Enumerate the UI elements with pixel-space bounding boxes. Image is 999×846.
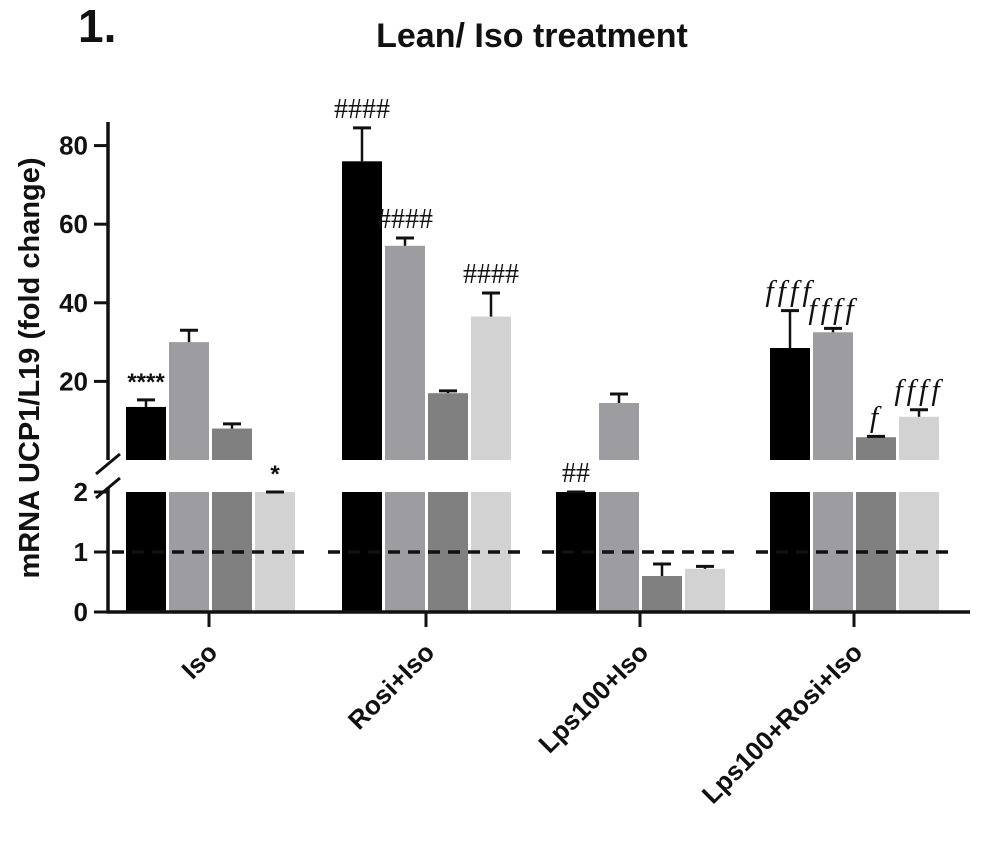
plot-area: ****######ffff####fffff*####ffff01220406…: [59, 94, 970, 809]
x-tick-label: Lps100+Rosi+Iso: [696, 637, 868, 809]
x-tick-label: Lps100+Iso: [532, 637, 654, 759]
x-tick-label: Iso: [175, 637, 223, 685]
axis-break-mark: [95, 452, 121, 476]
significance-annotation: ####: [377, 204, 433, 235]
bar-upper-lps100-iso-s2: [599, 403, 639, 460]
bar-upper-rosi-iso-s4: [471, 316, 511, 460]
bar-upper-lps100-rosi-iso-s2: [813, 332, 853, 460]
bar-upper-rosi-iso-s1: [342, 161, 382, 461]
y-tick-label: 2: [74, 477, 88, 507]
axis-break-mark: [95, 476, 121, 500]
y-tick-label: 0: [74, 597, 88, 627]
significance-annotation: ffff: [808, 292, 857, 325]
y-tick-label: 80: [59, 131, 88, 161]
y-tick-label: 20: [59, 366, 88, 396]
significance-annotation: ffff: [765, 275, 814, 308]
significance-annotation: ####: [463, 259, 519, 290]
significance-annotation: ####: [334, 94, 390, 125]
y-tick-label: 40: [59, 288, 88, 318]
bar-upper-rosi-iso-s2: [385, 245, 425, 460]
y-tick-label: 60: [59, 209, 88, 239]
x-tick-label: Rosi+Iso: [342, 637, 440, 735]
chart-title: Lean/ Iso treatment: [376, 17, 688, 55]
bar-upper-iso-s1: [126, 406, 166, 460]
significance-annotation: ****: [127, 369, 165, 396]
bar-lps100-iso-s4: [685, 568, 725, 612]
bar-upper-iso-s3: [212, 428, 252, 460]
panel-label: 1.: [78, 0, 116, 52]
bar-upper-iso-s2: [169, 342, 209, 460]
significance-annotation: *: [270, 461, 280, 488]
y-tick-label: 1: [74, 537, 88, 567]
bar-upper-lps100-rosi-iso-s1: [770, 347, 810, 460]
bar-lps100-iso-s3: [642, 576, 682, 612]
significance-annotation: f: [870, 400, 882, 433]
significance-annotation: ffff: [894, 374, 943, 407]
y-axis-label: mRNA UCP1/L19 (fold change): [14, 157, 46, 578]
significance-annotation: ##: [562, 458, 590, 489]
bar-upper-lps100-rosi-iso-s4: [899, 416, 939, 460]
bar-upper-lps100-rosi-iso-s3: [856, 437, 896, 460]
bar-upper-rosi-iso-s3: [428, 393, 468, 460]
